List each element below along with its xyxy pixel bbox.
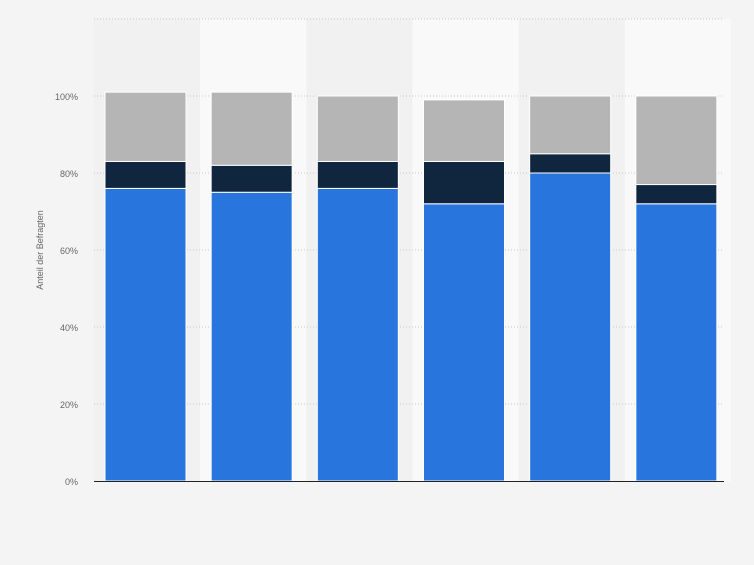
bar-segment [316, 187, 399, 482]
bar-segment [104, 160, 187, 189]
bar-segment [423, 160, 505, 205]
bar-segment [104, 187, 187, 482]
bar-segment [104, 91, 187, 162]
y-tick-label: 0% [65, 477, 78, 487]
bar-segment [635, 203, 718, 482]
y-axis-label: Anteil der Befragten [35, 210, 45, 290]
y-tick-label: 80% [60, 169, 78, 179]
bar-segment [423, 99, 505, 162]
bar-segment [316, 160, 399, 189]
gridlines [94, 18, 724, 405]
y-axis-ticks: 0% 20% 40% 60% 80% 100% [55, 92, 78, 487]
bar-segment [529, 172, 612, 482]
y-tick-label: 20% [60, 400, 78, 410]
bar-segment [210, 164, 293, 193]
bar-segment [529, 153, 612, 174]
y-tick-label: 60% [60, 246, 78, 256]
bar-segment [316, 95, 399, 162]
bar-segment [210, 191, 293, 482]
y-tick-label: 40% [60, 323, 78, 333]
y-tick-label: 100% [55, 92, 78, 102]
bar-segment [423, 203, 505, 482]
bar-segment [635, 184, 718, 205]
bar-segment [210, 91, 293, 166]
bar-segment [635, 95, 718, 186]
bar-segment [529, 95, 612, 155]
bars [104, 91, 718, 482]
